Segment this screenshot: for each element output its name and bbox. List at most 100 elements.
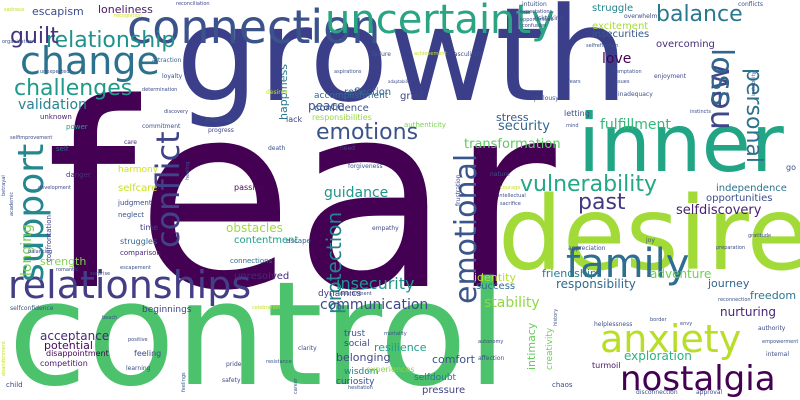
word-instincts: instincts <box>690 109 711 115</box>
word-achievement: achievement <box>414 51 447 57</box>
word-social: social <box>344 339 370 349</box>
word-financial: financial <box>206 117 232 124</box>
word-communication: communication <box>320 297 429 313</box>
word-healing: healing <box>185 161 191 180</box>
word-authenticity: authenticity <box>404 121 447 129</box>
word-balance: balance <box>656 2 743 27</box>
word-failure: failure <box>372 51 391 58</box>
word-expectations: expectations <box>520 9 553 15</box>
word-beginnings: beginnings <box>142 305 192 315</box>
word-contentment: contentment <box>234 235 299 246</box>
word-challenges: challenges <box>14 76 133 101</box>
word-progress: progress <box>208 127 234 134</box>
word-escape: escape <box>286 237 311 245</box>
word-identity: identity <box>474 271 516 284</box>
word-freedom: freedom <box>750 289 797 302</box>
word-masculinity: masculinity <box>448 51 483 58</box>
word-selfreflection: selfreflection <box>586 43 619 49</box>
word-balancing: balancing <box>28 249 53 255</box>
word-stress: stress <box>496 111 529 124</box>
word-care: care <box>124 139 138 146</box>
word-commitment: commitment <box>142 123 181 130</box>
word-need: need <box>340 145 355 152</box>
word-inner: inner <box>578 97 784 190</box>
word-connections: connections <box>230 257 273 265</box>
word-family: family <box>566 241 690 287</box>
word-curiosity: curiosity <box>336 377 375 387</box>
word-hesitation: hesitation <box>348 385 373 391</box>
word-nostalgia: nostalgia <box>620 359 776 399</box>
word-joy: joy <box>646 237 655 244</box>
word-romantic: romantic <box>56 267 79 273</box>
word-autonomy: autonomy <box>478 339 504 345</box>
word-trust: trust <box>344 329 366 339</box>
word-surprise: surprise <box>90 271 111 277</box>
word-development: development <box>38 185 71 191</box>
word-envy: envy <box>680 321 693 327</box>
word-responsibilities: responsibilities <box>312 113 372 122</box>
word-past: past <box>578 190 626 215</box>
word-unknown: unknown <box>40 113 72 121</box>
word-empowerment: empowerment <box>762 339 799 345</box>
word-belonging: belonging <box>336 351 391 364</box>
word-vulnerability: vulnerability <box>520 172 658 197</box>
word-resilience: resilience <box>374 341 427 354</box>
word-pressure: pressure <box>422 385 466 396</box>
word-nature: nature <box>490 171 510 178</box>
word-chaos: chaos <box>552 381 573 389</box>
word-insecurity: insecurity <box>336 274 415 293</box>
word-self: self <box>56 145 69 153</box>
word-safety: safety <box>222 377 241 384</box>
word-recognition: recognition <box>114 13 143 19</box>
word-responsibility: responsibility <box>556 277 636 291</box>
word-reconnection: reconnection <box>718 297 751 303</box>
word-border: border <box>650 317 667 323</box>
word-celebration: celebration <box>252 305 281 311</box>
word-wisdom: wisdom <box>344 367 379 377</box>
word-connection: connection <box>127 0 381 54</box>
word-unresolved: unresolved <box>234 271 290 282</box>
word-friendship: friendship <box>542 267 597 280</box>
word-opportunities: opportunities <box>706 193 773 204</box>
word-adventure: adventure <box>650 267 712 281</box>
word-time: time <box>140 223 159 232</box>
word-security: security <box>498 119 550 134</box>
word-resistance: resistance <box>266 359 292 365</box>
word-abandonment: abandonment <box>1 341 7 376</box>
word-escapism: escapism <box>32 5 84 18</box>
word-mortality: mortality <box>384 331 407 337</box>
word-instability: instability <box>751 71 757 96</box>
word-forgiveness: forgiveness <box>348 163 383 170</box>
word-determination: determination <box>142 87 178 93</box>
word-appreciation: appreciation <box>568 245 606 252</box>
word-transformation: transformation <box>464 137 561 152</box>
word-intellectual: intellectual <box>498 193 526 199</box>
word-adaptability: adaptability <box>388 79 412 84</box>
word-betrayal: betrayal <box>1 175 7 196</box>
word-dynamics: dynamics <box>318 289 362 299</box>
word-journey: journey <box>708 277 750 290</box>
word-academic: academic <box>9 191 15 216</box>
word-power: power <box>66 123 88 131</box>
word-overcoming: overcoming <box>656 39 715 50</box>
word-fulfillment: fulfillment <box>600 117 671 133</box>
word-anxiety: anxiety <box>600 317 742 361</box>
word-loneliness: loneliness <box>98 3 153 16</box>
word-experiences: experiences <box>366 365 415 374</box>
word-excitement: excitement <box>592 21 649 32</box>
word-risktaking: risktaking <box>534 15 564 22</box>
word-fear: fear <box>46 49 556 347</box>
word-desire: desire <box>498 175 800 294</box>
word-competition: competition <box>40 359 88 368</box>
word-selfcare: selfcare <box>118 183 158 194</box>
word-insecurities: insecurities <box>592 29 650 40</box>
word-success: success <box>476 281 516 292</box>
word-danger: danger <box>66 171 91 179</box>
word-go: go <box>786 163 796 172</box>
word-potential: potential <box>44 339 93 352</box>
word-issues: issues <box>614 79 630 85</box>
word-disconnection: disconnection <box>636 389 678 396</box>
word-pride: pride <box>226 361 242 368</box>
word-clarity: clarity <box>298 345 317 352</box>
